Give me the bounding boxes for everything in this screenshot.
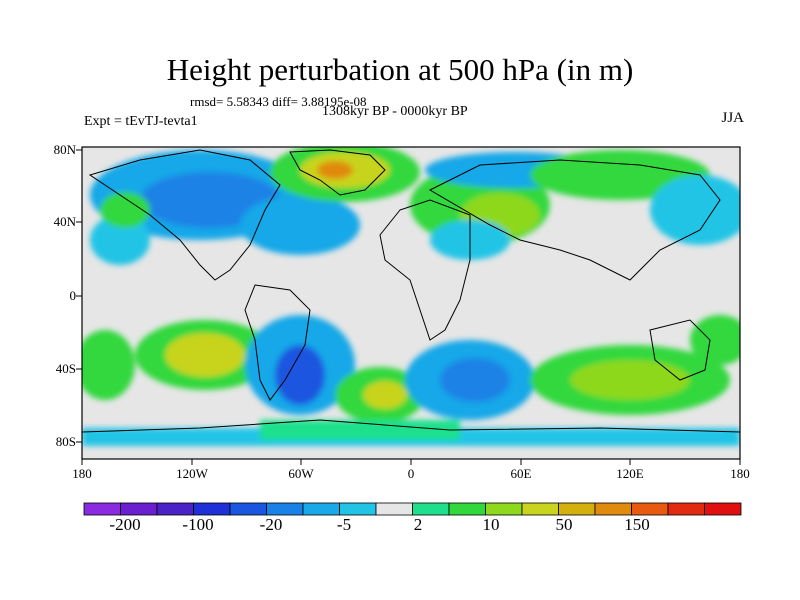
colorbar-label: -20 (259, 515, 283, 534)
lon-label-0: 0 (407, 466, 415, 481)
colorbar-swatch (704, 502, 742, 516)
lat-label-80s: 80S (55, 434, 76, 449)
colorbar-swatch (229, 502, 267, 516)
colorbar-swatch (339, 502, 377, 516)
colorbar-label: -100 (182, 515, 214, 534)
lon-label-180w: 180 (72, 466, 92, 481)
colorbar-label: 10 (482, 515, 500, 534)
colorbar-label: -200 (109, 515, 141, 534)
lat-label-40s: 40S (55, 361, 76, 376)
coastlines (82, 149, 740, 433)
stats-line: rmsd= 5.58343 diff= 3.88195e-08 (190, 94, 367, 109)
colorbar-swatch (667, 502, 705, 516)
colorbar-swatch (156, 502, 194, 516)
experiment-label: Expt = tEvTJ-tevta1 (84, 114, 198, 129)
colorbar-swatch (412, 502, 450, 516)
colorbar-label: 150 (624, 515, 650, 534)
colorbar-swatch (266, 502, 304, 516)
map-field (82, 147, 740, 459)
plot-title: Height perturbation at 500 hPa (in m) (166, 52, 634, 87)
colorbar-swatch (485, 502, 523, 516)
season-label: JJA (721, 110, 744, 126)
colorbar-swatch (631, 502, 669, 516)
colorbar-swatch (83, 502, 121, 516)
lon-label-60e: 60E (510, 466, 532, 481)
lon-label-120w: 120W (176, 466, 208, 481)
colorbar-swatch (448, 502, 486, 516)
colorbar (83, 502, 742, 516)
lat-label-40n: 40N (53, 214, 76, 229)
colorbar-label: 2 (413, 515, 423, 534)
lat-label-80n: 80N (53, 142, 76, 157)
lon-label-120e: 120E (616, 466, 644, 481)
colorbar-label: -5 (336, 515, 352, 534)
lon-label-60w: 60W (288, 466, 314, 481)
colorbar-swatch (120, 502, 158, 516)
colorbar-swatch (193, 502, 231, 516)
colorbar-swatch (302, 502, 340, 516)
lat-label-0: 0 (69, 288, 77, 303)
colorbar-swatch (558, 502, 596, 516)
lon-label-180e: 180 (730, 466, 750, 481)
period-label: 1308kyr BP - 0000kyr BP (322, 104, 468, 119)
colorbar-swatch (521, 502, 559, 516)
colorbar-swatch (375, 502, 413, 516)
colorbar-swatch (594, 502, 632, 516)
colorbar-label: 50 (555, 515, 573, 534)
